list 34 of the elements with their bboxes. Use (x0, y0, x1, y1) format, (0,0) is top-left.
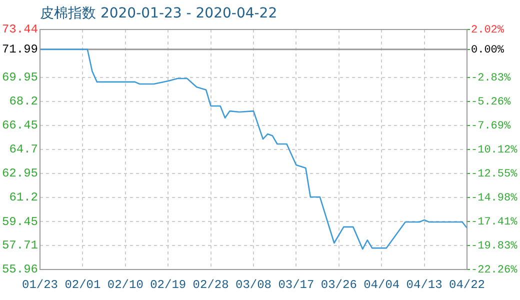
y2-tick-label: 2.02% (471, 24, 504, 36)
x-tick-label: 01/23 (22, 278, 58, 292)
y-tick-label: 61.2 (9, 190, 38, 205)
y-tick-label: 71.99 (2, 42, 38, 57)
y2-tick-label: -5.26% (471, 96, 512, 108)
x-tick-label: 02/10 (107, 278, 144, 292)
y2-tick-label: -22.26% (471, 264, 518, 276)
y2-tick-label: -10.12% (471, 144, 518, 156)
x-tick-label: 03/26 (320, 278, 357, 292)
x-tick-label: 04/13 (406, 278, 442, 292)
y-tick-label: 64.7 (9, 142, 38, 157)
y-tick-label: 59.45 (2, 214, 38, 229)
y-tick-label: 66.45 (2, 118, 38, 133)
x-tick-label: 04/04 (364, 278, 400, 292)
y2-tick-label: -17.41% (471, 216, 518, 228)
y-tick-label: 73.44 (2, 22, 38, 37)
y2-tick-label: -12.55% (471, 168, 518, 180)
x-tick-label: 02/19 (150, 278, 186, 292)
chart-title: 皮棉指数 2020-01-23 - 2020-04-22 (40, 6, 278, 22)
y-tick-label: 69.95 (2, 70, 38, 85)
y2-tick-label: -7.69% (471, 120, 512, 132)
y2-tick-label: -19.83% (471, 240, 518, 252)
x-tick-label: 02/01 (64, 278, 101, 292)
y2-tick-label: -2.83% (471, 72, 512, 84)
x-tick-label: 03/17 (278, 278, 314, 292)
y-tick-label: 68.2 (9, 94, 38, 109)
y2-tick-label: 0.00% (471, 44, 504, 56)
y-tick-label: 57.71 (2, 238, 38, 253)
y2-tick-label: -14.98% (471, 192, 518, 204)
x-tick-label: 04/22 (448, 278, 486, 292)
y-tick-label: 55.96 (2, 262, 38, 277)
x-tick-label: 02/28 (192, 278, 229, 292)
y-tick-label: 62.95 (2, 166, 38, 181)
x-tick-label: 03/08 (235, 278, 272, 292)
